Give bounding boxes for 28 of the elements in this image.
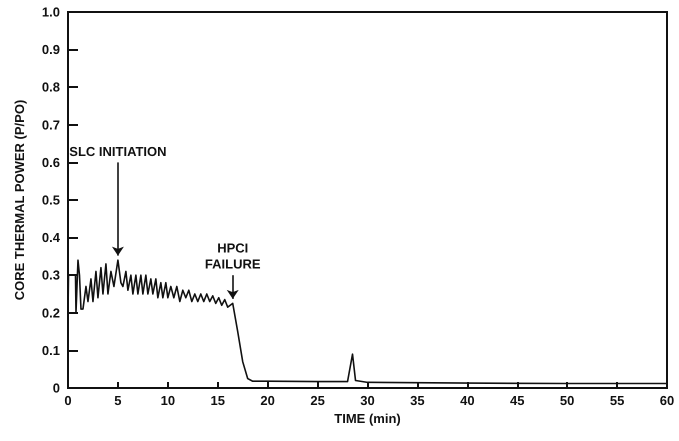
x-tick-label: 35 <box>410 393 425 408</box>
x-tick-label: 45 <box>510 393 524 408</box>
x-tick-label: 10 <box>160 393 176 408</box>
x-tick-label: 15 <box>210 393 225 408</box>
y-tick-label: 0.4 <box>42 230 61 246</box>
x-tick-label: 20 <box>260 393 275 408</box>
x-axis-title: TIME (min) <box>334 410 401 426</box>
x-tick-label: 30 <box>360 393 375 408</box>
x-tick-label: 50 <box>560 393 574 408</box>
y-axis-title: CORE THERMAL POWER (P/PO) <box>12 100 27 300</box>
y-tick-label: 0.8 <box>42 80 60 95</box>
x-tick-label: 40 <box>460 393 475 408</box>
y-tick-label: 0.5 <box>42 192 60 208</box>
x-tick-label: 25 <box>310 393 325 408</box>
x-tick-label: 5 <box>114 393 122 408</box>
x-tick-label: 55 <box>610 393 624 408</box>
y-tick-label: 1.0 <box>42 4 60 20</box>
y-tick-label: 0.1 <box>42 342 60 358</box>
annotation: SLC INITIATION <box>69 144 167 159</box>
y-tick-label: 0.2 <box>42 305 60 320</box>
y-tick-label: 0.3 <box>42 268 60 283</box>
x-tick-label: 60 <box>660 393 674 408</box>
x-tick-label: 0 <box>64 393 72 408</box>
y-tick-label: 0.9 <box>42 42 60 58</box>
y-tick-label: 0 <box>52 380 60 396</box>
annotation: HPCI FAILURE <box>204 240 261 272</box>
y-tick-label: 0.7 <box>42 117 60 132</box>
y-tick-label: 0.6 <box>42 154 60 170</box>
